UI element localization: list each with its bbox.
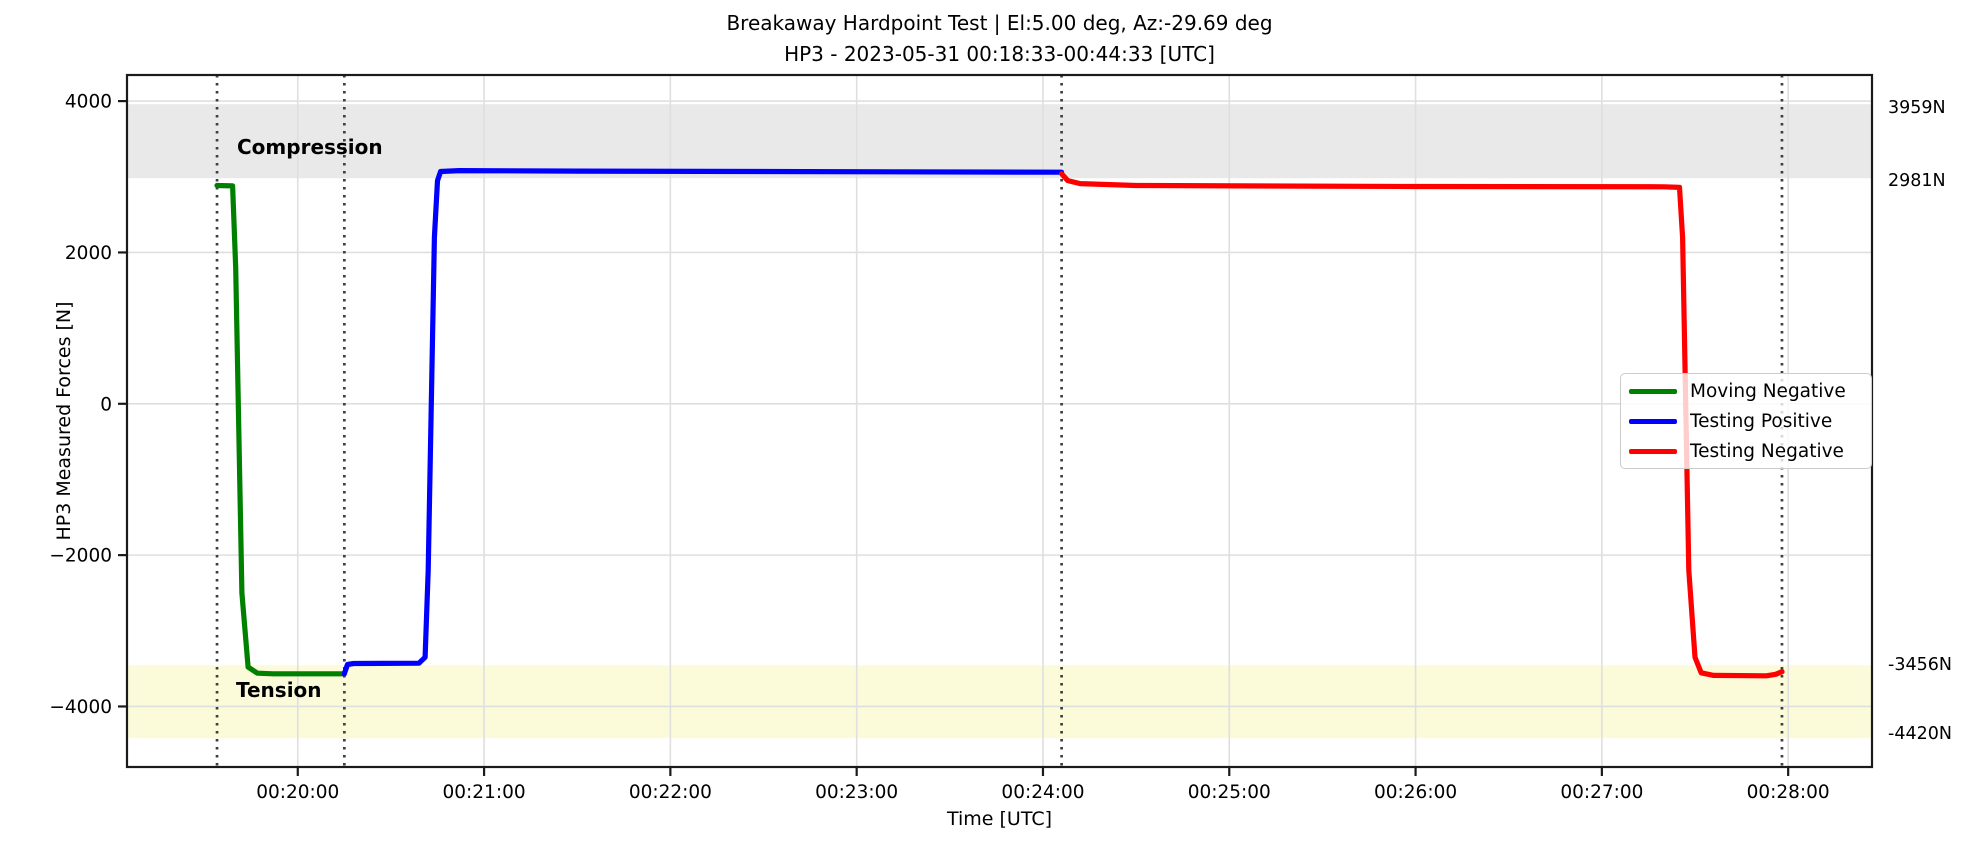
legend-label: Testing Negative <box>1690 440 1844 462</box>
x-tick-label: 00:22:00 <box>629 782 712 803</box>
plot-border <box>125 73 1874 769</box>
legend-item-moving-negative: Moving Negative <box>1629 378 1863 404</box>
legend-swatch-moving-negative <box>1629 388 1677 394</box>
y-tick-label: −2000 <box>49 546 112 567</box>
band-edge-annotation-upper-limit: 3959N <box>1888 98 1946 119</box>
band-edge-annotation-lower-limit: -4420N <box>1888 724 1952 745</box>
tension-band-label: Tension <box>236 678 322 702</box>
x-tick-label: 00:21:00 <box>443 782 526 803</box>
y-tick-label: 2000 <box>65 243 112 264</box>
legend-item-testing-positive: Testing Positive <box>1629 408 1863 434</box>
legend-label: Testing Positive <box>1690 410 1833 432</box>
y-tick-label: −4000 <box>49 697 112 718</box>
legend: Moving Negative Testing Positive Testing… <box>1620 373 1872 469</box>
series-line-testing-negative <box>1058 171 1785 679</box>
band-edge-annotation-tension-threshold: -3456N <box>1888 655 1952 676</box>
x-tick-label: 00:28:00 <box>1747 782 1830 803</box>
chart-title: Breakaway Hardpoint Test | El:5.00 deg, … <box>726 11 1273 35</box>
legend-item-testing-negative: Testing Negative <box>1629 438 1863 464</box>
legend-label: Moving Negative <box>1690 380 1846 402</box>
x-tick-label: 00:27:00 <box>1560 782 1643 803</box>
y-tick-label: 0 <box>100 394 112 415</box>
legend-swatch-testing-positive <box>1629 418 1677 424</box>
compression-band <box>127 104 1872 179</box>
y-tick-label: 4000 <box>65 92 112 113</box>
band-edge-annotation-compression-threshold: 2981N <box>1888 171 1946 192</box>
series-line-testing-positive <box>341 168 1065 677</box>
chart-subtitle: HP3 - 2023-05-31 00:18:33-00:44:33 [UTC] <box>784 42 1215 66</box>
tension-band <box>127 665 1872 739</box>
x-tick-label: 00:24:00 <box>1001 782 1084 803</box>
series-line-moving-negative <box>214 182 347 677</box>
x-tick-label: 00:23:00 <box>815 782 898 803</box>
x-tick-label: 00:26:00 <box>1374 782 1457 803</box>
x-axis-label: Time [UTC] <box>946 808 1053 830</box>
x-tick-label: 00:20:00 <box>256 782 339 803</box>
compression-band-label: Compression <box>237 135 383 159</box>
legend-swatch-testing-negative <box>1629 448 1677 454</box>
chart-titles: Breakaway Hardpoint Test | El:5.00 deg, … <box>127 8 1872 70</box>
y-axis-label: HP3 Measured Forces [N] <box>53 301 75 541</box>
x-tick-label: 00:25:00 <box>1188 782 1271 803</box>
